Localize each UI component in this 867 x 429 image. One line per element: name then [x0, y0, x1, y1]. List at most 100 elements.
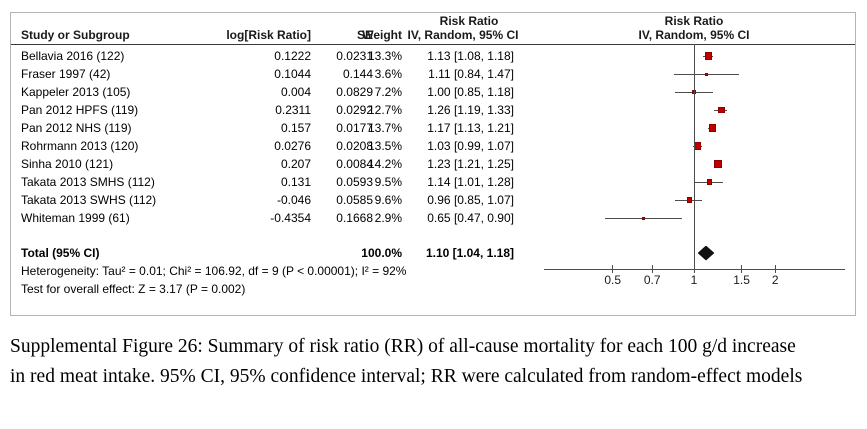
pooled-effect-diamond — [697, 245, 715, 261]
ci-text: 1.26 [1.19, 1.33] — [427, 103, 514, 117]
study-row: Whiteman 1999 (61) -0.4354 0.1668 2.9% 0… — [11, 209, 855, 227]
effect-marker — [704, 72, 708, 76]
log-risk-ratio-value: 0.004 — [280, 85, 311, 99]
ci-text: 0.65 [0.47, 0.90] — [427, 211, 514, 225]
study-row: Pan 2012 NHS (119) 0.157 0.0177 13.7% 1.… — [11, 119, 855, 137]
weight-value: 3.6% — [374, 67, 402, 81]
study-name: Fraser 1997 (42) — [21, 67, 111, 81]
figure-caption: Supplemental Figure 26: Summary of risk … — [10, 336, 803, 387]
study-name: Kappeler 2013 (105) — [21, 85, 131, 99]
ci-text: 1.23 [1.21, 1.25] — [427, 157, 514, 171]
study-row: Bellavia 2016 (122) 0.1222 0.0231 13.3% … — [11, 47, 855, 65]
study-name: Whiteman 1999 (61) — [21, 211, 130, 225]
effect-marker — [692, 90, 696, 94]
se-value: 0.0585 — [336, 193, 373, 207]
ci-text: 1.13 [1.08, 1.18] — [427, 49, 514, 63]
plot-header-risk-ratio: Risk Ratio — [664, 14, 724, 28]
col-header-study: Study or Subgroup — [21, 28, 130, 42]
se-value: 0.1668 — [336, 211, 373, 225]
study-name: Takata 2013 SMHS (112) — [21, 175, 155, 189]
axis-tick-label: 1.5 — [733, 273, 750, 287]
weight-value: 13.7% — [367, 121, 402, 135]
weight-value: 14.2% — [367, 157, 402, 171]
se-value: 0.0593 — [336, 175, 373, 189]
ci-text: 1.03 [0.99, 1.07] — [427, 139, 514, 153]
log-risk-ratio-value: 0.131 — [280, 175, 311, 189]
forest-plot-figure: Study or Subgroup log[Risk Ratio] SE Wei… — [10, 12, 856, 316]
study-row: Pan 2012 HPFS (119) 0.2311 0.0292 12.7% … — [11, 101, 855, 119]
study-row: Takata 2013 SWHS (112) -0.046 0.0585 9.6… — [11, 191, 855, 209]
total-ci-text: 1.10 [1.04, 1.18] — [425, 246, 514, 260]
log-risk-ratio-value: 0.0276 — [274, 139, 311, 153]
se-value: 0.0292 — [336, 103, 373, 117]
study-name: Pan 2012 NHS (119) — [21, 121, 132, 135]
se-value: 0.144 — [342, 67, 373, 81]
col-header-log-risk-ratio: log[Risk Ratio] — [226, 28, 311, 42]
weight-value: 9.5% — [374, 175, 402, 189]
study-name: Rohrmann 2013 (120) — [21, 139, 139, 153]
col-header-risk-ratio-values: Risk Ratio — [439, 14, 499, 28]
effect-marker — [717, 106, 725, 114]
ci-text: 1.00 [0.85, 1.18] — [427, 85, 514, 99]
weight-value: 7.2% — [374, 85, 402, 99]
plot-header-ci-method: IV, Random, 95% CI — [638, 28, 750, 42]
header-divider — [11, 44, 855, 45]
effect-marker — [706, 179, 712, 185]
weight-value: 13.3% — [367, 49, 402, 63]
weight-value: 2.9% — [374, 211, 402, 225]
axis-tick — [774, 265, 776, 273]
effect-marker — [641, 216, 645, 220]
log-risk-ratio-value: 0.207 — [280, 157, 311, 171]
col-header-ci-method: IV, Random, 95% CI — [407, 28, 519, 42]
log-risk-ratio-value: -0.046 — [276, 193, 311, 207]
total-label: Total (95% CI) — [21, 246, 100, 260]
axis-tick-label: 1 — [690, 273, 698, 287]
se-value: 0.0208 — [336, 139, 373, 153]
study-name: Bellavia 2016 (122) — [21, 49, 125, 63]
axis-tick — [741, 265, 743, 273]
axis-tick-label: 2 — [771, 273, 779, 287]
se-value: 0.0231 — [336, 49, 373, 63]
study-row: Fraser 1997 (42) 0.1044 0.144 3.6% 1.11 … — [11, 65, 855, 83]
ci-text: 1.17 [1.13, 1.21] — [427, 121, 514, 135]
axis-tick — [612, 265, 614, 273]
weight-value: 12.7% — [367, 103, 402, 117]
study-row: Takata 2013 SMHS (112) 0.131 0.0593 9.5%… — [11, 173, 855, 191]
study-row: Rohrmann 2013 (120) 0.0276 0.0208 13.5% … — [11, 137, 855, 155]
null-effect-line — [694, 44, 695, 269]
x-axis — [544, 269, 845, 270]
log-risk-ratio-value: -0.4354 — [270, 211, 311, 225]
effect-marker — [686, 197, 692, 203]
log-risk-ratio-value: 0.1222 — [274, 49, 311, 63]
effect-marker — [704, 52, 712, 60]
axis-tick — [693, 265, 695, 273]
study-name: Takata 2013 SWHS (112) — [21, 193, 157, 207]
weight-value: 9.6% — [374, 193, 402, 207]
effect-marker — [708, 124, 717, 132]
axis-tick — [651, 265, 653, 273]
study-row: Sinha 2010 (121) 0.207 0.0084 14.2% 1.23… — [11, 155, 855, 173]
axis-tick-label: 0.7 — [643, 273, 661, 287]
ci-text: 1.11 [0.84, 1.47] — [428, 67, 514, 81]
log-risk-ratio-value: 0.1044 — [274, 67, 311, 81]
effect-marker — [693, 142, 702, 150]
col-header-weight: Weight — [362, 28, 402, 42]
axis-tick-label: 0.5 — [604, 273, 622, 287]
se-value: 0.0829 — [336, 85, 373, 99]
se-value: 0.0177 — [336, 121, 373, 135]
effect-marker — [714, 160, 723, 168]
log-risk-ratio-value: 0.157 — [280, 121, 311, 135]
ci-text: 0.96 [0.85, 1.07] — [427, 193, 514, 207]
log-risk-ratio-value: 0.2311 — [275, 103, 311, 117]
overall-effect-stats: Test for overall effect: Z = 3.17 (P = 0… — [21, 282, 246, 296]
total-row: Total (95% CI) 100.0% 1.10 [1.04, 1.18] — [11, 244, 855, 262]
weight-value: 13.5% — [367, 139, 402, 153]
heterogeneity-stats: Heterogeneity: Tau² = 0.01; Chi² = 106.9… — [21, 264, 407, 278]
se-value: 0.0084 — [336, 157, 373, 171]
ci-text: 1.14 [1.01, 1.28] — [427, 175, 514, 189]
total-weight: 100.0% — [361, 246, 402, 260]
study-row: Kappeler 2013 (105) 0.004 0.0829 7.2% 1.… — [11, 83, 855, 101]
col-header-se: SE — [356, 28, 373, 42]
study-name: Pan 2012 HPFS (119) — [21, 103, 139, 117]
